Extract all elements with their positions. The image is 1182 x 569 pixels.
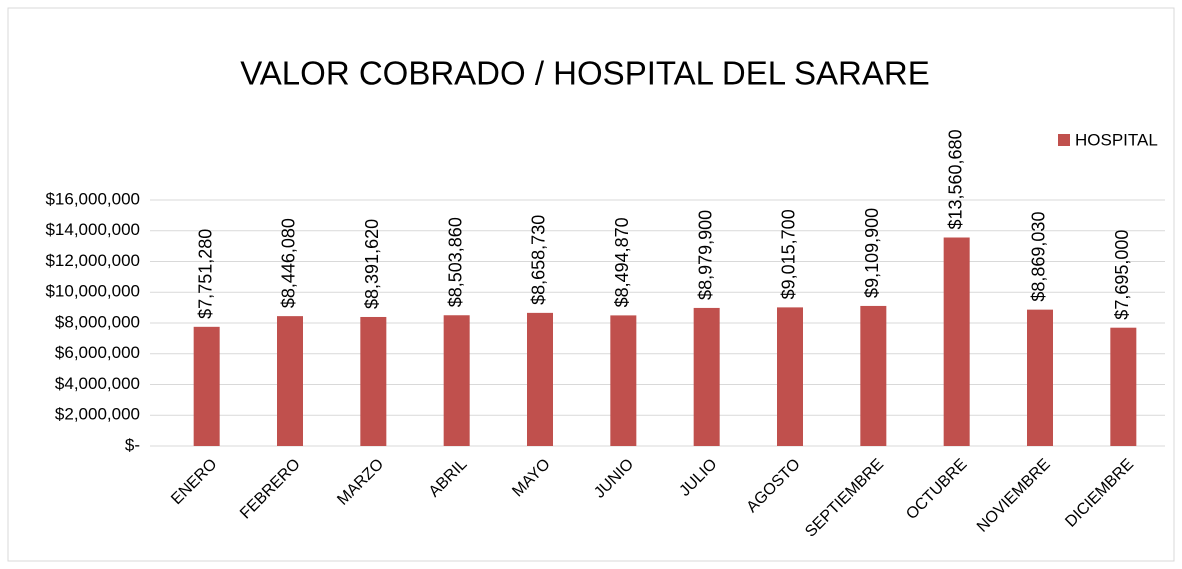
bar [443, 315, 470, 446]
bar [693, 307, 720, 446]
bar [860, 305, 887, 446]
bar [527, 312, 553, 446]
value-label: $9,015,700 [779, 209, 799, 299]
bar [360, 316, 387, 446]
y-tick-label: $6,000,000 [55, 343, 140, 362]
chart-title: VALOR COBRADO / HOSPITAL DEL SARARE [240, 55, 930, 92]
y-tick-label: $4,000,000 [55, 374, 140, 393]
bar [610, 315, 637, 446]
value-label: $7,751,280 [195, 229, 215, 319]
legend-label: HOSPITAL [1075, 130, 1158, 149]
value-label: $8,658,730 [529, 215, 549, 305]
value-label: $8,503,860 [445, 217, 465, 307]
chart-border [7, 7, 1175, 562]
value-label: $8,446,080 [279, 218, 299, 308]
value-label: $8,869,030 [1029, 212, 1049, 302]
value-label: $8,494,870 [612, 217, 632, 307]
bar [1027, 309, 1053, 446]
value-label: $8,391,620 [362, 219, 382, 309]
bar [943, 237, 970, 446]
y-tick-label: $14,000,000 [45, 220, 140, 239]
y-tick-label: $- [125, 435, 140, 454]
value-label: $7,695,000 [1112, 230, 1132, 320]
bar [777, 307, 803, 446]
value-label: $13,560,680 [945, 129, 965, 229]
y-tick-label: $2,000,000 [55, 405, 140, 424]
legend-swatch [1058, 134, 1070, 146]
bar [193, 326, 220, 446]
y-tick-label: $12,000,000 [45, 251, 140, 270]
value-label: $9,109,900 [862, 208, 882, 298]
bar [1110, 327, 1137, 446]
y-tick-label: $8,000,000 [55, 312, 140, 331]
bar [277, 316, 303, 446]
value-label: $8,979,900 [695, 210, 715, 300]
y-tick-label: $16,000,000 [45, 189, 140, 208]
y-tick-label: $10,000,000 [45, 282, 140, 301]
